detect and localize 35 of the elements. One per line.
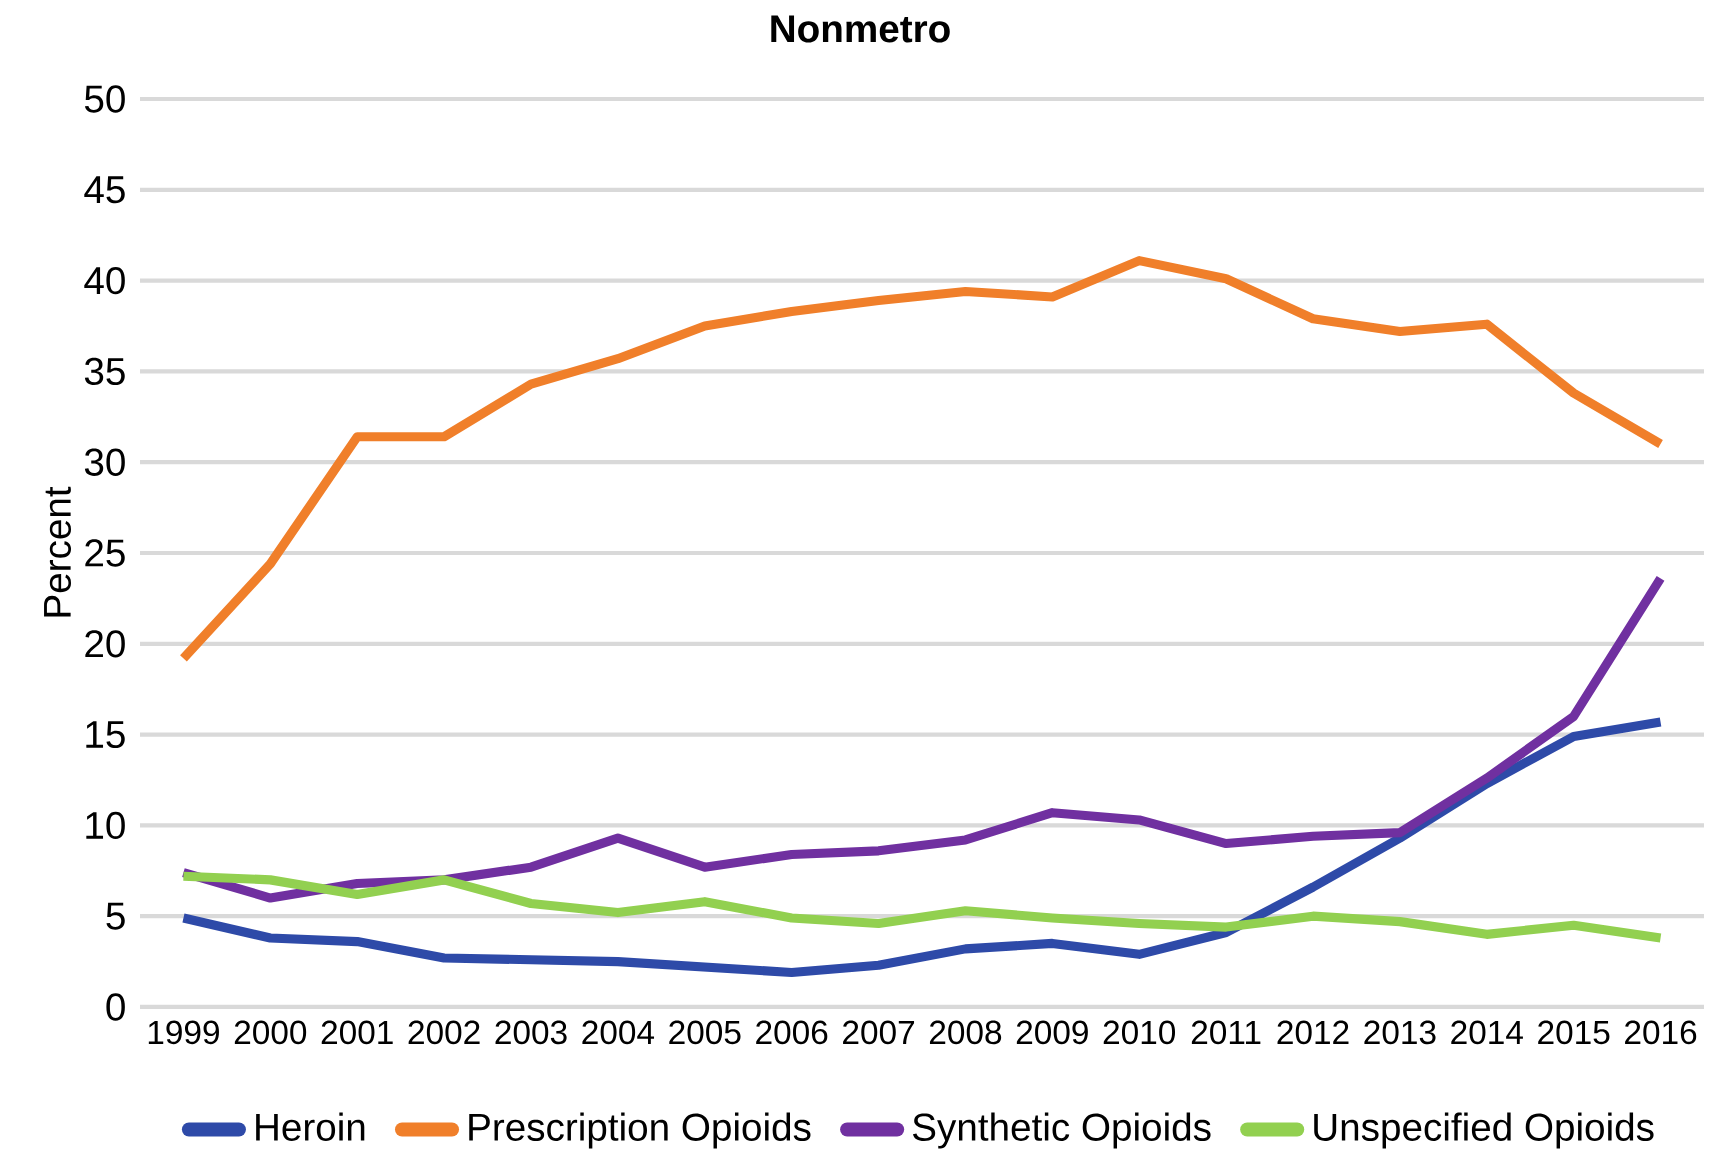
x-tick-label: 2001 — [321, 1020, 393, 1045]
y-tick-label: 10 — [86, 811, 125, 839]
y-tick-label: 20 — [85, 629, 125, 658]
x-tick-label: 2009 — [1016, 1020, 1088, 1045]
y-tick-label: 30 — [84, 448, 125, 476]
x-tick-label: 2004 — [582, 1020, 655, 1045]
x-tick-label: 2002 — [408, 1020, 480, 1045]
y-tick-label: 25 — [85, 539, 125, 567]
x-tick-label: 2003 — [495, 1020, 567, 1045]
x-tick-label: 2007 — [843, 1020, 915, 1045]
y-tick-label: 0 — [106, 993, 125, 1021]
x-tick-label: 2006 — [756, 1020, 828, 1045]
y-tick-label: 15 — [86, 720, 125, 748]
y-axis-title: Percent — [44, 486, 72, 617]
x-tick-label: 2016 — [1625, 1020, 1697, 1045]
y-tick-label: 40 — [84, 266, 125, 295]
x-tick-label: 2013 — [1364, 1020, 1436, 1045]
x-tick-label: 2012 — [1277, 1020, 1349, 1045]
legend-label: Synthetic Opioids — [912, 1112, 1211, 1149]
y-tick-label: 45 — [84, 176, 125, 204]
legend-label: Prescription Opioids — [469, 1112, 811, 1149]
y-tick-label: 50 — [84, 85, 125, 113]
x-tick-label: 2011 — [1191, 1020, 1261, 1045]
legend-label: Unspecified Opioids — [1314, 1112, 1654, 1149]
x-tick-label: 2008 — [929, 1020, 1002, 1045]
chart-title: Nonmetro — [771, 15, 950, 43]
x-tick-label: 2010 — [1103, 1020, 1176, 1045]
x-tick-label: 2014 — [1451, 1020, 1523, 1045]
x-tick-label: 2000 — [234, 1020, 307, 1045]
legend-label: Heroin — [256, 1112, 365, 1141]
y-tick-label: 5 — [106, 902, 125, 930]
x-tick-label: 1999 — [148, 1020, 219, 1045]
y-tick-label: 35 — [84, 357, 125, 385]
x-tick-label: 2005 — [669, 1020, 741, 1045]
x-tick-label: 2015 — [1538, 1020, 1610, 1045]
